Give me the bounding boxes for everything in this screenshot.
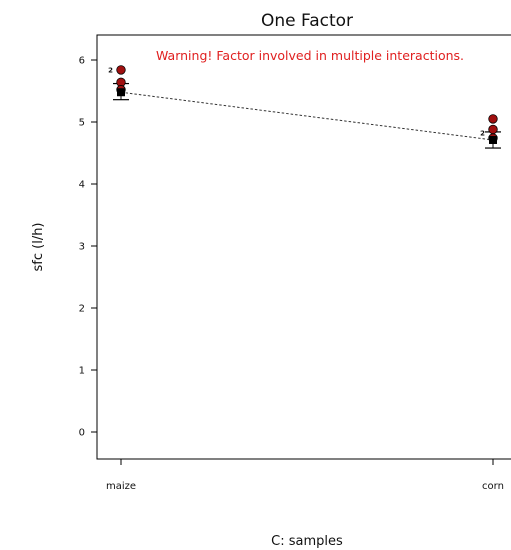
observed-point (488, 114, 498, 124)
data-marks: 22 (108, 65, 501, 149)
y-tick-label: 5 (79, 118, 85, 129)
x-axis: maize corn (106, 459, 504, 492)
observed-point (116, 65, 126, 75)
x-axis-label: C: samples (271, 534, 343, 549)
warning-message: Warning! Factor involved in multiple int… (156, 48, 464, 63)
y-tick-label: 3 (79, 242, 85, 253)
y-tick-label: 1 (79, 366, 85, 377)
y-axis: 0 1 2 3 4 5 6 (79, 56, 97, 439)
predicted-point (489, 135, 497, 144)
point-count-label: 2 (108, 66, 113, 74)
y-tick-label: 6 (79, 56, 85, 67)
y-tick-label: 0 (79, 428, 85, 439)
y-tick-label: 4 (79, 180, 85, 191)
x-tick-label: corn (482, 481, 504, 492)
point-count-label: 2 (480, 130, 485, 138)
observed-point (488, 124, 498, 135)
chart-title: One Factor (261, 11, 353, 31)
predicted-point (117, 88, 125, 97)
plot-area (96, 34, 511, 460)
prediction-line (120, 91, 494, 141)
y-axis-label: sfc (l/h) (31, 222, 46, 271)
y-tick-label: 2 (79, 304, 85, 315)
x-tick-label: maize (106, 481, 136, 492)
